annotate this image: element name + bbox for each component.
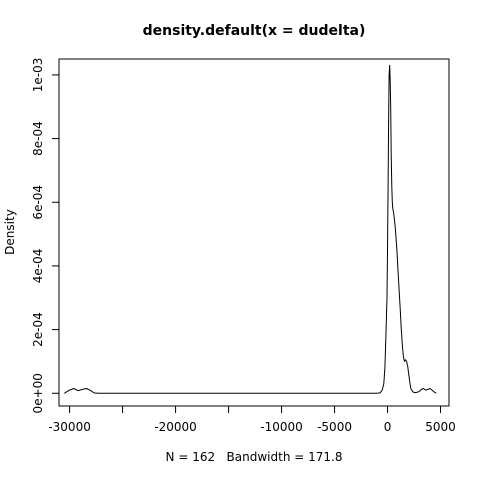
- y-tick-label: 2e-04: [31, 312, 45, 347]
- y-tick-label: 8e-04: [31, 121, 45, 156]
- x-tick-label: -20000: [154, 420, 197, 434]
- y-tick-label: 4e-04: [31, 249, 45, 284]
- x-tick-label: 0: [384, 420, 392, 434]
- x-tick-label: -5000: [317, 420, 352, 434]
- x-tick-label: -10000: [260, 420, 303, 434]
- x-tick-label: -30000: [48, 420, 91, 434]
- y-axis: 0e+00 2e-04 4e-04 6e-04 8e-04 1e-03: [31, 58, 59, 413]
- y-tick-label: 0e+00: [31, 373, 45, 413]
- x-axis-label: N = 162 Bandwidth = 171.8: [166, 450, 343, 464]
- y-axis-label: Density: [3, 209, 17, 255]
- plot-frame: [58, 58, 450, 407]
- series-layer: [64, 64, 437, 394]
- y-tick-label: 1e-03: [31, 58, 45, 93]
- x-axis: -30000 -20000 -10000 -5000 0 5000: [48, 406, 456, 434]
- density-curve: [64, 64, 437, 394]
- x-tick-label: 5000: [425, 420, 456, 434]
- y-tick-label: 6e-04: [31, 185, 45, 220]
- chart-title: density.default(x = dudelta): [143, 23, 366, 39]
